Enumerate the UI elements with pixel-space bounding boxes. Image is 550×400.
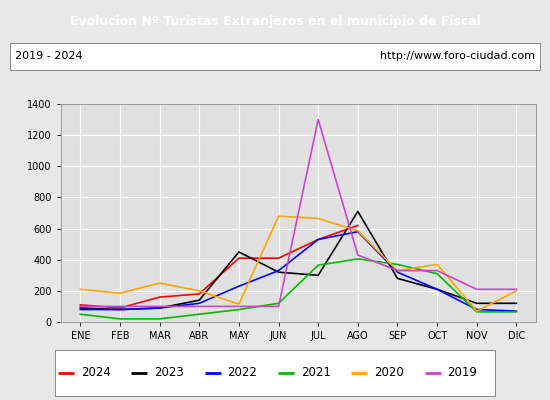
Text: 2019 - 2024: 2019 - 2024 <box>15 51 83 61</box>
Text: Evolucion Nº Turistas Extranjeros en el municipio de Fiscal: Evolucion Nº Turistas Extranjeros en el … <box>69 14 481 28</box>
Text: 2020: 2020 <box>374 366 404 380</box>
Text: 2022: 2022 <box>227 366 257 380</box>
Text: http://www.foro-ciudad.com: http://www.foro-ciudad.com <box>380 51 535 61</box>
Text: 2021: 2021 <box>301 366 331 380</box>
Text: 2023: 2023 <box>154 366 184 380</box>
Text: 2024: 2024 <box>81 366 111 380</box>
Text: 2019: 2019 <box>447 366 477 380</box>
